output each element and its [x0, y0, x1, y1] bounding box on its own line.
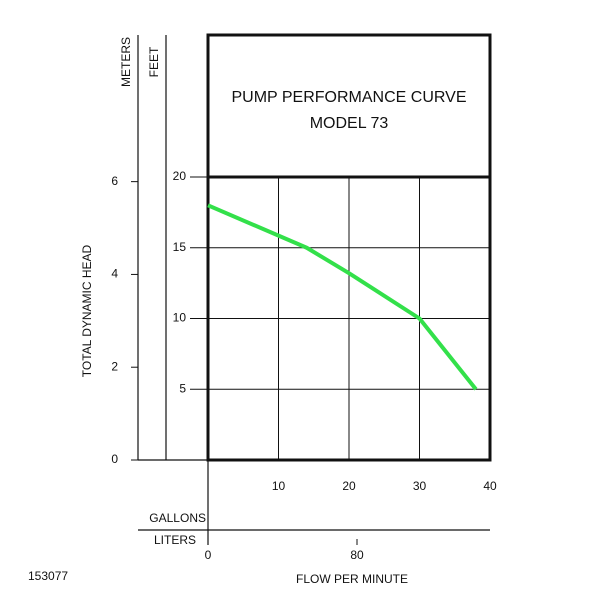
- y-tick-label: 5: [179, 381, 186, 395]
- y2-tick-label: 4: [111, 267, 118, 281]
- y-tick-label: 10: [173, 311, 187, 325]
- y2-tick-label: 6: [111, 174, 118, 188]
- x-axis-title: FLOW PER MINUTE: [296, 572, 408, 586]
- y2-label: METERS: [119, 37, 133, 87]
- y2-tick-label: 2: [111, 359, 118, 373]
- frame: [137, 35, 490, 545]
- x2-tick-label: 80: [350, 548, 364, 562]
- x-tick-label: 40: [483, 479, 497, 493]
- performance-curve: [207, 203, 478, 391]
- x2-tick-label: 0: [205, 548, 212, 562]
- chart-title: PUMP PERFORMANCE CURVE: [232, 89, 467, 106]
- y-tick-label: 15: [173, 240, 187, 254]
- x-label: GALLONS: [149, 511, 206, 525]
- x-tick-label: 30: [413, 479, 427, 493]
- x-tick-label: 10: [272, 479, 286, 493]
- model-code: 153077: [28, 569, 68, 583]
- y-tick-label: 20: [173, 169, 187, 183]
- y-axis-title: TOTAL DYNAMIC HEAD: [80, 244, 94, 377]
- x-tick-label: 20: [342, 479, 356, 493]
- y-label: FEET: [147, 46, 161, 77]
- x2-label: LITERS: [154, 533, 196, 547]
- chart-subtitle: MODEL 73: [310, 115, 389, 132]
- y2-tick-label: 0: [111, 452, 118, 466]
- plot-box: [206, 33, 492, 462]
